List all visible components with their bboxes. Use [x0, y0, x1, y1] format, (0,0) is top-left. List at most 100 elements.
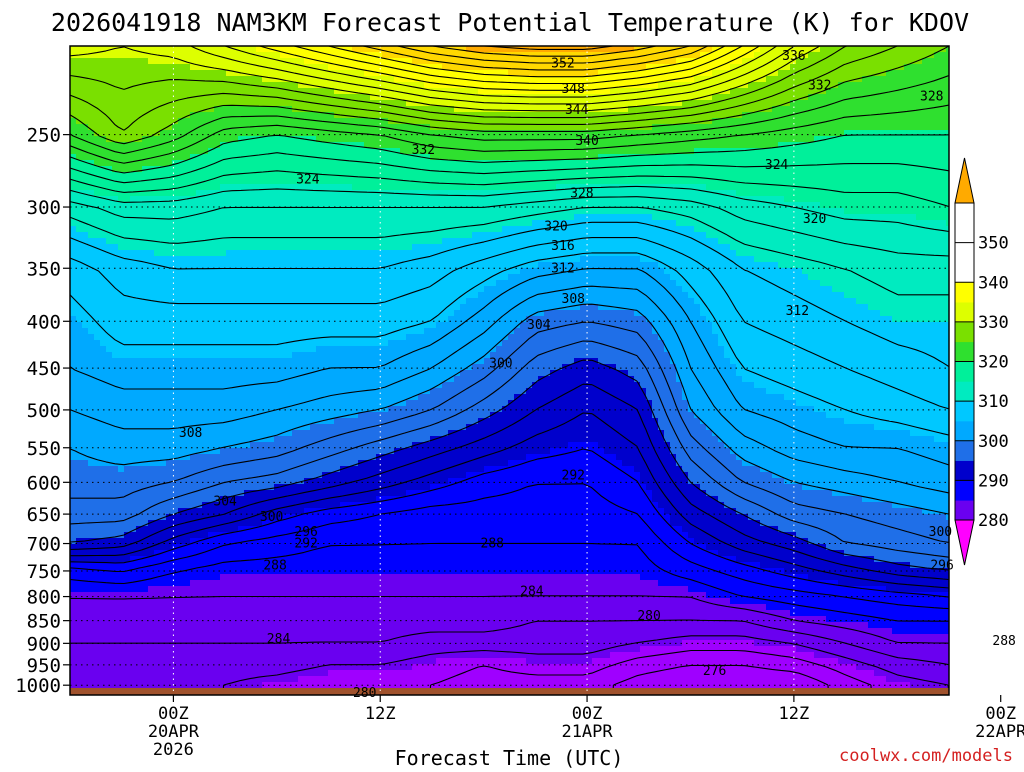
heatmap-cell [880, 106, 887, 113]
heatmap-cell [340, 82, 347, 89]
heatmap-cell [892, 112, 899, 119]
heatmap-cell [298, 166, 305, 173]
heatmap-cell [172, 232, 179, 239]
heatmap-cell [544, 124, 551, 131]
heatmap-cell [562, 64, 569, 71]
heatmap-cell [682, 214, 689, 221]
heatmap-cell [688, 142, 695, 149]
heatmap-cell [94, 232, 101, 239]
heatmap-cell [226, 124, 233, 131]
heatmap-cell [658, 70, 665, 77]
heatmap-cell [508, 196, 515, 203]
heatmap-cell [760, 46, 767, 53]
heatmap-cell [550, 142, 557, 149]
heatmap-cell [124, 106, 131, 113]
heatmap-cell [748, 124, 755, 131]
heatmap-cell [712, 166, 719, 173]
heatmap-cell [844, 58, 851, 65]
heatmap-cell [772, 202, 779, 209]
heatmap-cell [166, 202, 173, 209]
heatmap-cell [898, 100, 905, 107]
heatmap-cell [886, 124, 893, 131]
heatmap-cell [364, 214, 371, 221]
heatmap-cell [352, 148, 359, 155]
heatmap-cell [832, 106, 839, 113]
heatmap-cell [706, 154, 713, 161]
heatmap-cell [460, 142, 467, 149]
heatmap-cell [502, 160, 509, 167]
heatmap-cell [706, 142, 713, 149]
heatmap-cell [304, 106, 311, 113]
heatmap-cell [70, 46, 77, 53]
heatmap-cell [424, 58, 431, 65]
heatmap-cell [388, 52, 395, 59]
heatmap-cell [880, 82, 887, 89]
heatmap-cell [724, 106, 731, 113]
heatmap-cell [94, 52, 101, 59]
heatmap-cell [424, 76, 431, 83]
heatmap-cell [502, 238, 509, 245]
heatmap-cell [652, 226, 659, 233]
heatmap-cell [514, 232, 521, 239]
heatmap-cell [94, 202, 101, 209]
heatmap-cell [892, 238, 899, 245]
heatmap-cell [778, 70, 785, 77]
heatmap-cell [796, 178, 803, 185]
heatmap-cell [808, 166, 815, 173]
heatmap-cell [646, 64, 653, 71]
heatmap-cell [634, 226, 641, 233]
heatmap-cell [526, 208, 533, 215]
heatmap-cell [328, 178, 335, 185]
heatmap-cell [442, 58, 449, 65]
heatmap-cell [106, 142, 113, 149]
heatmap-cell [406, 82, 413, 89]
heatmap-cell [802, 70, 809, 77]
heatmap-cell [874, 82, 881, 89]
heatmap-cell [604, 82, 611, 89]
heatmap-cell [556, 64, 563, 71]
heatmap-cell [106, 208, 113, 215]
heatmap-cell [652, 178, 659, 185]
heatmap-cell [268, 154, 275, 161]
heatmap-cell [532, 226, 539, 233]
heatmap-cell [286, 238, 293, 245]
heatmap-cell [898, 76, 905, 83]
heatmap-cell [82, 76, 89, 83]
heatmap-cell [232, 112, 239, 119]
heatmap-cell [778, 58, 785, 65]
heatmap-cell [568, 208, 575, 215]
heatmap-cell [604, 160, 611, 167]
heatmap-cell [700, 148, 707, 155]
heatmap-cell [916, 178, 923, 185]
heatmap-cell [892, 52, 899, 59]
heatmap-cell [820, 208, 827, 215]
heatmap-cell [322, 160, 329, 167]
heatmap-cell [574, 118, 581, 125]
heatmap-cell [520, 118, 527, 125]
heatmap-cell [190, 190, 197, 197]
heatmap-cell [190, 166, 197, 173]
heatmap-cell [232, 118, 239, 125]
heatmap-cell [892, 118, 899, 125]
heatmap-cell [844, 142, 851, 149]
heatmap-cell [322, 64, 329, 71]
heatmap-cell [352, 214, 359, 221]
heatmap-cell [184, 178, 191, 185]
heatmap-cell [478, 184, 485, 191]
heatmap-cell [454, 208, 461, 215]
heatmap-cell [664, 136, 671, 143]
heatmap-cell [232, 214, 239, 221]
heatmap-cell [394, 106, 401, 113]
heatmap-cell [412, 64, 419, 71]
heatmap-cell [922, 112, 929, 119]
heatmap-cell [262, 52, 269, 59]
heatmap-cell [112, 112, 119, 119]
heatmap-cell [298, 112, 305, 119]
heatmap-cell [514, 154, 521, 161]
heatmap-cell [178, 130, 185, 137]
heatmap-cell [856, 220, 863, 227]
heatmap-cell [340, 154, 347, 161]
heatmap-cell [610, 76, 617, 83]
heatmap-cell [232, 202, 239, 209]
